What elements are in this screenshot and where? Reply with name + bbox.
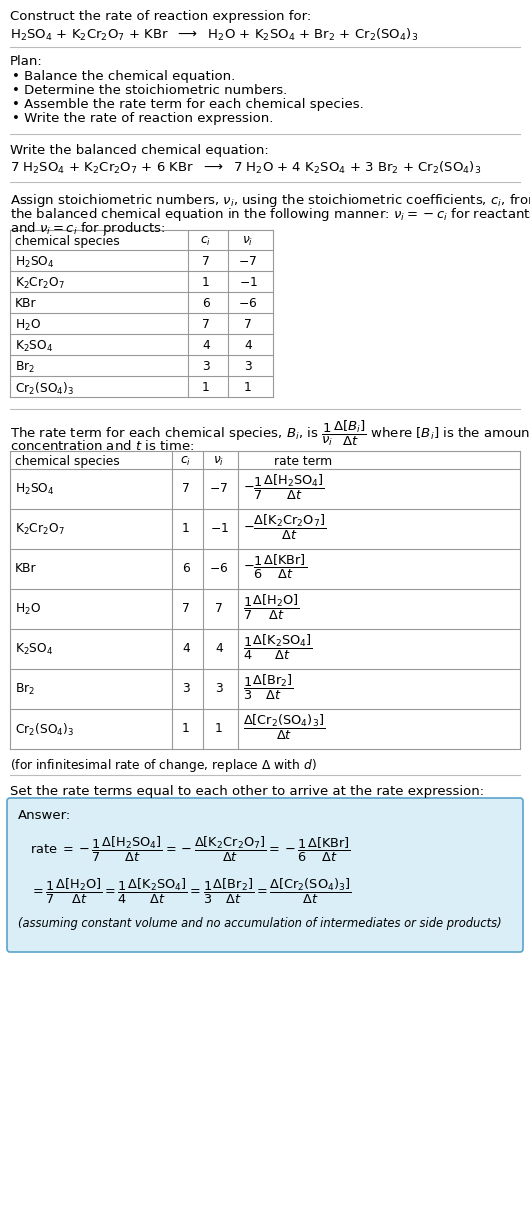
Text: The rate term for each chemical species, $B_i$, is $\dfrac{1}{\nu_i}\dfrac{\Delt: The rate term for each chemical species,…: [10, 419, 530, 448]
Text: (for infinitesimal rate of change, replace $\Delta$ with $d$): (for infinitesimal rate of change, repla…: [10, 757, 317, 774]
Text: (assuming constant volume and no accumulation of intermediates or side products): (assuming constant volume and no accumul…: [18, 917, 501, 930]
Text: H$_2$SO$_4$: H$_2$SO$_4$: [15, 255, 55, 271]
Text: $-1$: $-1$: [238, 275, 258, 289]
Text: 7 H$_2$SO$_4$ + K$_2$Cr$_2$O$_7$ + 6 KBr  $\longrightarrow$  7 H$_2$O + 4 K$_2$S: 7 H$_2$SO$_4$ + K$_2$Cr$_2$O$_7$ + 6 KBr…: [10, 159, 481, 176]
Text: and $\nu_i = c_i$ for products:: and $\nu_i = c_i$ for products:: [10, 220, 165, 237]
Text: 1: 1: [215, 722, 223, 734]
Text: $-7$: $-7$: [209, 482, 228, 495]
Text: KBr: KBr: [15, 297, 37, 310]
Text: 7: 7: [182, 602, 190, 615]
Text: K$_2$Cr$_2$O$_7$: K$_2$Cr$_2$O$_7$: [15, 522, 65, 538]
Text: 4: 4: [182, 641, 190, 655]
Text: $\nu_i$: $\nu_i$: [214, 455, 225, 469]
Text: 7: 7: [244, 318, 252, 331]
Text: • Write the rate of reaction expression.: • Write the rate of reaction expression.: [12, 112, 273, 124]
Text: rate $= -\dfrac{1}{7}\dfrac{\Delta[\mathrm{H_2SO_4}]}{\Delta t} = -\dfrac{\Delta: rate $= -\dfrac{1}{7}\dfrac{\Delta[\math…: [30, 835, 351, 864]
Text: $c_i$: $c_i$: [200, 236, 211, 248]
Text: Cr$_2$(SO$_4$)$_3$: Cr$_2$(SO$_4$)$_3$: [15, 722, 74, 738]
Text: chemical species: chemical species: [15, 236, 120, 248]
Text: • Balance the chemical equation.: • Balance the chemical equation.: [12, 70, 235, 83]
Text: 7: 7: [215, 602, 223, 615]
Text: 4: 4: [202, 339, 210, 352]
Text: K$_2$Cr$_2$O$_7$: K$_2$Cr$_2$O$_7$: [15, 275, 65, 291]
Text: 6: 6: [182, 562, 190, 575]
Text: 1: 1: [202, 381, 210, 394]
Text: 3: 3: [182, 683, 190, 695]
Text: $-\dfrac{1}{6}\dfrac{\Delta[\mathrm{KBr}]}{\Delta t}$: $-\dfrac{1}{6}\dfrac{\Delta[\mathrm{KBr}…: [243, 553, 307, 581]
Text: $\dfrac{1}{3}\dfrac{\Delta[\mathrm{Br_2}]}{\Delta t}$: $\dfrac{1}{3}\dfrac{\Delta[\mathrm{Br_2}…: [243, 673, 294, 702]
Text: 1: 1: [202, 275, 210, 289]
Text: $\dfrac{\Delta[\mathrm{Cr_2(SO_4)_3}]}{\Delta t}$: $\dfrac{\Delta[\mathrm{Cr_2(SO_4)_3}]}{\…: [243, 713, 325, 742]
Text: K$_2$SO$_4$: K$_2$SO$_4$: [15, 339, 54, 354]
Text: 7: 7: [202, 318, 210, 331]
Text: 1: 1: [182, 522, 190, 535]
Text: Set the rate terms equal to each other to arrive at the rate expression:: Set the rate terms equal to each other t…: [10, 785, 484, 798]
Text: H$_2$O: H$_2$O: [15, 318, 41, 333]
Text: concentration and $t$ is time:: concentration and $t$ is time:: [10, 439, 194, 453]
Text: 4: 4: [244, 339, 252, 352]
Text: rate term: rate term: [274, 455, 332, 467]
Text: the balanced chemical equation in the following manner: $\nu_i = -c_i$ for react: the balanced chemical equation in the fo…: [10, 207, 530, 223]
Text: H$_2$O: H$_2$O: [15, 602, 41, 617]
Text: Construct the rate of reaction expression for:: Construct the rate of reaction expressio…: [10, 10, 311, 23]
FancyBboxPatch shape: [7, 798, 523, 952]
Text: $-6$: $-6$: [209, 562, 228, 575]
Text: Answer:: Answer:: [18, 809, 71, 821]
Text: Assign stoichiometric numbers, $\nu_i$, using the stoichiometric coefficients, $: Assign stoichiometric numbers, $\nu_i$, …: [10, 192, 530, 209]
Text: 1: 1: [182, 722, 190, 734]
Text: $\nu_i$: $\nu_i$: [242, 236, 253, 248]
Text: $\dfrac{1}{4}\dfrac{\Delta[\mathrm{K_2SO_4}]}{\Delta t}$: $\dfrac{1}{4}\dfrac{\Delta[\mathrm{K_2SO…: [243, 633, 313, 662]
Text: chemical species: chemical species: [15, 455, 120, 467]
Text: H$_2$SO$_4$: H$_2$SO$_4$: [15, 482, 55, 498]
Text: Write the balanced chemical equation:: Write the balanced chemical equation:: [10, 144, 269, 157]
Text: 7: 7: [202, 255, 210, 268]
Text: $-7$: $-7$: [238, 255, 258, 268]
Text: 1: 1: [244, 381, 252, 394]
Text: KBr: KBr: [15, 562, 37, 575]
Text: $= \dfrac{1}{7}\dfrac{\Delta[\mathrm{H_2O}]}{\Delta t} = \dfrac{1}{4}\dfrac{\Del: $= \dfrac{1}{7}\dfrac{\Delta[\mathrm{H_2…: [30, 877, 352, 906]
Text: $\dfrac{1}{7}\dfrac{\Delta[\mathrm{H_2O}]}{\Delta t}$: $\dfrac{1}{7}\dfrac{\Delta[\mathrm{H_2O}…: [243, 593, 299, 622]
Text: $-\dfrac{\Delta[\mathrm{K_2Cr_2O_7}]}{\Delta t}$: $-\dfrac{\Delta[\mathrm{K_2Cr_2O_7}]}{\D…: [243, 513, 326, 542]
Text: 3: 3: [202, 360, 210, 373]
Text: • Determine the stoichiometric numbers.: • Determine the stoichiometric numbers.: [12, 85, 287, 97]
Text: 4: 4: [215, 641, 223, 655]
Text: $-6$: $-6$: [238, 297, 258, 310]
Text: $c_i$: $c_i$: [181, 455, 191, 469]
Text: Cr$_2$(SO$_4$)$_3$: Cr$_2$(SO$_4$)$_3$: [15, 381, 74, 397]
Text: 3: 3: [215, 683, 223, 695]
Text: $-\dfrac{1}{7}\dfrac{\Delta[\mathrm{H_2SO_4}]}{\Delta t}$: $-\dfrac{1}{7}\dfrac{\Delta[\mathrm{H_2S…: [243, 474, 325, 503]
Text: Plan:: Plan:: [10, 56, 43, 68]
Text: $-1$: $-1$: [209, 522, 228, 535]
Text: Br$_2$: Br$_2$: [15, 683, 35, 697]
Text: 6: 6: [202, 297, 210, 310]
Text: 3: 3: [244, 360, 252, 373]
Text: H$_2$SO$_4$ + K$_2$Cr$_2$O$_7$ + KBr  $\longrightarrow$  H$_2$O + K$_2$SO$_4$ + : H$_2$SO$_4$ + K$_2$Cr$_2$O$_7$ + KBr $\l…: [10, 27, 418, 43]
Text: 7: 7: [182, 482, 190, 495]
Text: • Assemble the rate term for each chemical species.: • Assemble the rate term for each chemic…: [12, 98, 364, 111]
Text: K$_2$SO$_4$: K$_2$SO$_4$: [15, 641, 54, 657]
Text: Br$_2$: Br$_2$: [15, 360, 35, 376]
